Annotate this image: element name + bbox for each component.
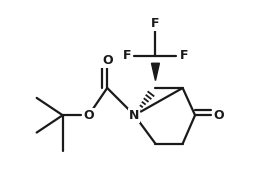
Text: F: F — [151, 17, 160, 30]
Text: O: O — [83, 109, 94, 122]
Text: F: F — [123, 49, 131, 62]
Text: F: F — [180, 49, 188, 62]
Polygon shape — [151, 63, 160, 81]
Text: O: O — [213, 109, 224, 122]
Text: N: N — [129, 109, 140, 122]
Text: O: O — [102, 54, 113, 67]
